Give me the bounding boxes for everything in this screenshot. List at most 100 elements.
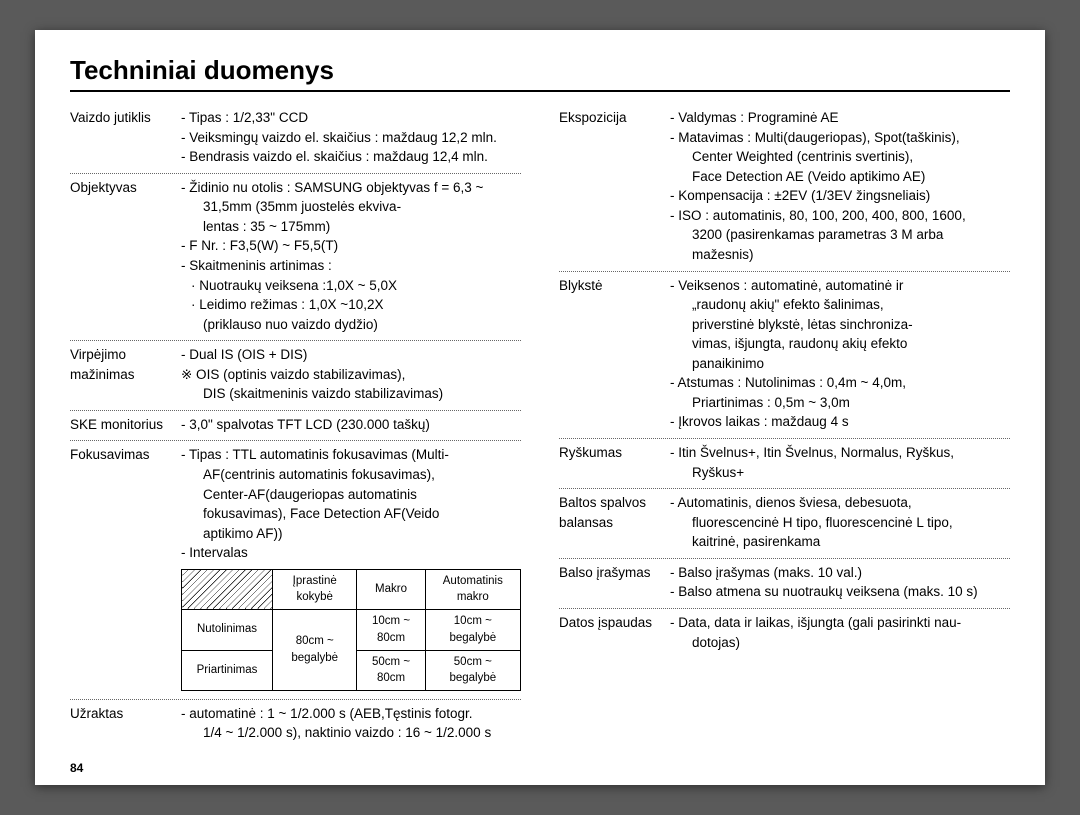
spec-label: Datos įspaudas [559, 613, 670, 633]
spec-value: - Tipas : TTL automatinis fokusavimas (M… [181, 445, 521, 692]
spec-line: - Kompensacija : ±2EV (1/3EV žingsneliai… [670, 186, 1010, 206]
spec-balso-irasymas: Balso įrašymas - Balso įrašymas (maks. 1… [559, 559, 1010, 609]
table-cell: 50cm ~ begalybė [425, 650, 520, 690]
spec-label: Virpėjimo mažinimas [70, 345, 181, 384]
spec-label: Ekspozicija [559, 108, 670, 128]
spec-baltos-spalvos: Baltos spalvos balansas - Automatinis, d… [559, 489, 1010, 559]
spec-line: Ryškus+ [670, 463, 1010, 483]
spec-line: - Intervalas [181, 543, 521, 563]
spec-line: aptikimo AF)) [181, 524, 521, 544]
spec-line: - Tipas : 1/2,33" CCD [181, 108, 521, 128]
spec-value: - Valdymas : Programinė AE - Matavimas :… [670, 108, 1010, 265]
spec-line: · Nuotraukų veiksena :1,0X ~ 5,0X [181, 276, 521, 296]
spec-value: - automatinė : 1 ~ 1/2.000 s (AEB,Tęstin… [181, 704, 521, 743]
table-cell: 10cm ~ 80cm [357, 610, 425, 650]
spec-line: Center Weighted (centrinis svertinis), [670, 147, 1010, 167]
spec-line: 3200 (pasirenkamas parametras 3 M arba [670, 225, 1010, 245]
spec-page: Techniniai duomenys Vaizdo jutiklis - Ti… [35, 30, 1045, 785]
spec-line: - Tipas : TTL automatinis fokusavimas (M… [181, 445, 521, 465]
spec-ekspozicija: Ekspozicija - Valdymas : Programinė AE -… [559, 104, 1010, 272]
spec-line: - Židinio nu otolis : SAMSUNG objektyvas… [181, 178, 521, 198]
table-row-header: Priartinimas [182, 650, 273, 690]
spec-line: - Skaitmeninis artinimas : [181, 256, 521, 276]
spec-line: panaikinimo [670, 354, 1010, 374]
table-cell: 10cm ~ begalybė [425, 610, 520, 650]
spec-line: - F Nr. : F3,5(W) ~ F5,5(T) [181, 236, 521, 256]
spec-line: - Atstumas : Nutolinimas : 0,4m ~ 4,0m, [670, 373, 1010, 393]
spec-line: dotojas) [670, 633, 1010, 653]
spec-line: fokusavimas), Face Detection AF(Veido [181, 504, 521, 524]
spec-line: - Matavimas : Multi(daugeriopas), Spot(t… [670, 128, 1010, 148]
spec-line: 31,5mm (35mm juostelės ekviva- [181, 197, 521, 217]
spec-line: - Balso atmena su nuotraukų veiksena (ma… [670, 582, 1010, 602]
spec-value: - Balso įrašymas (maks. 10 val.) - Balso… [670, 563, 1010, 602]
spec-value: - Židinio nu otolis : SAMSUNG objektyvas… [181, 178, 521, 335]
spec-line: (priklauso nuo vaizdo dydžio) [181, 315, 521, 335]
spec-label: SKE monitorius [70, 415, 181, 435]
spec-line: - Balso įrašymas (maks. 10 val.) [670, 563, 1010, 583]
spec-objektyvas: Objektyvas - Židinio nu otolis : SAMSUNG… [70, 174, 521, 342]
spec-line: fluorescencinė H tipo, fluorescencinė L … [670, 513, 1010, 533]
spec-line: „raudonų akių" efekto šalinimas, [670, 295, 1010, 315]
spec-datos-ispaudas: Datos įspaudas - Data, data ir laikas, i… [559, 609, 1010, 658]
spec-line: kaitrinė, pasirenkama [670, 532, 1010, 552]
spec-value: - Tipas : 1/2,33" CCD - Veiksmingų vaizd… [181, 108, 521, 167]
spec-line: - automatinė : 1 ~ 1/2.000 s (AEB,Tęstin… [181, 704, 521, 724]
right-column: Ekspozicija - Valdymas : Programinė AE -… [559, 104, 1010, 749]
spec-line: vimas, išjungta, raudonų akių efekto [670, 334, 1010, 354]
spec-line: - Bendrasis vaizdo el. skaičius : maždau… [181, 147, 521, 167]
spec-value: - Data, data ir laikas, išjungta (gali p… [670, 613, 1010, 652]
spec-line: 1/4 ~ 1/2.000 s), naktinio vaizdo : 16 ~… [181, 723, 521, 743]
spec-line: lentas : 35 ~ 175mm) [181, 217, 521, 237]
spec-line: Face Detection AE (Veido aptikimo AE) [670, 167, 1010, 187]
spec-line: AF(centrinis automatinis fokusavimas), [181, 465, 521, 485]
spec-line: - Automatinis, dienos šviesa, debesuota, [670, 493, 1010, 513]
spec-label: Balso įrašymas [559, 563, 670, 583]
spec-line: - Veiksmingų vaizdo el. skaičius : mažda… [181, 128, 521, 148]
spec-virpejimo: Virpėjimo mažinimas - Dual IS (OIS + DIS… [70, 341, 521, 411]
spec-vaizdo-jutiklis: Vaizdo jutiklis - Tipas : 1/2,33" CCD - … [70, 104, 521, 174]
spec-label: Ryškumas [559, 443, 670, 463]
spec-label: Fokusavimas [70, 445, 181, 465]
table-header: Įprastinė kokybė [273, 569, 357, 609]
spec-fokusavimas: Fokusavimas - Tipas : TTL automatinis fo… [70, 441, 521, 699]
spec-line: - 3,0" spalvotas TFT LCD (230.000 taškų) [181, 415, 521, 435]
columns: Vaizdo jutiklis - Tipas : 1/2,33" CCD - … [70, 104, 1010, 749]
spec-ryskumas: Ryškumas - Itin Švelnus+, Itin Švelnus, … [559, 439, 1010, 489]
spec-line: Center-AF(daugeriopas automatinis [181, 485, 521, 505]
spec-label: Objektyvas [70, 178, 181, 198]
spec-value: - Automatinis, dienos šviesa, debesuota,… [670, 493, 1010, 552]
spec-label: Užraktas [70, 704, 181, 724]
table-cell: 80cm ~ begalybė [273, 610, 357, 691]
spec-line: ※ OIS (optinis vaizdo stabilizavimas), [181, 365, 521, 385]
table-corner [182, 569, 273, 609]
spec-line: - Itin Švelnus+, Itin Švelnus, Normalus,… [670, 443, 1010, 463]
table-row: Nutolinimas 80cm ~ begalybė 10cm ~ 80cm … [182, 610, 521, 650]
table-row-header: Nutolinimas [182, 610, 273, 650]
left-column: Vaizdo jutiklis - Tipas : 1/2,33" CCD - … [70, 104, 521, 749]
page-title: Techniniai duomenys [70, 55, 1010, 92]
page-number: 84 [70, 761, 83, 775]
spec-line: Priartinimas : 0,5m ~ 3,0m [670, 393, 1010, 413]
spec-label: Baltos spalvos balansas [559, 493, 670, 532]
spec-line: - Įkrovos laikas : maždaug 4 s [670, 412, 1010, 432]
spec-value: - Itin Švelnus+, Itin Švelnus, Normalus,… [670, 443, 1010, 482]
spec-line: · Leidimo režimas : 1,0X ~10,2X [181, 295, 521, 315]
spec-line: - Valdymas : Programinė AE [670, 108, 1010, 128]
table-cell: 50cm ~ 80cm [357, 650, 425, 690]
spec-value: - Veiksenos : automatinė, automatinė ir … [670, 276, 1010, 433]
spec-line: DIS (skaitmeninis vaizdo stabilizavimas) [181, 384, 521, 404]
spec-ske-monitorius: SKE monitorius - 3,0" spalvotas TFT LCD … [70, 411, 521, 442]
spec-label: Vaizdo jutiklis [70, 108, 181, 128]
spec-line: priverstinė blykstė, lėtas sinchroniza- [670, 315, 1010, 335]
spec-label: Blykstė [559, 276, 670, 296]
table-header: Makro [357, 569, 425, 609]
spec-line: - Veiksenos : automatinė, automatinė ir [670, 276, 1010, 296]
spec-value: - Dual IS (OIS + DIS) ※ OIS (optinis vai… [181, 345, 521, 404]
spec-uzraktas: Užraktas - automatinė : 1 ~ 1/2.000 s (A… [70, 700, 521, 749]
spec-blykste: Blykstė - Veiksenos : automatinė, automa… [559, 272, 1010, 440]
spec-line: mažesnis) [670, 245, 1010, 265]
table-header: Automatinis makro [425, 569, 520, 609]
spec-line: - ISO : automatinis, 80, 100, 200, 400, … [670, 206, 1010, 226]
spec-value: - 3,0" spalvotas TFT LCD (230.000 taškų) [181, 415, 521, 435]
